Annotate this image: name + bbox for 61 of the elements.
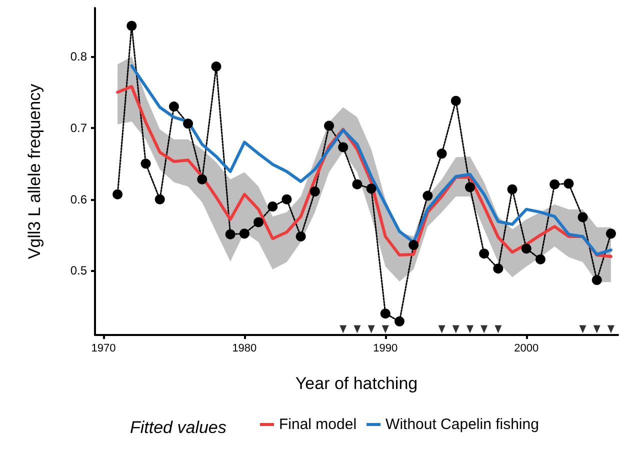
legend-label: Without Capelin fishing — [386, 416, 539, 433]
point — [450, 96, 461, 106]
point — [535, 254, 546, 264]
point — [606, 228, 616, 239]
point — [507, 184, 518, 194]
point — [112, 189, 123, 200]
legend-title: Fitted values — [130, 418, 227, 437]
point — [268, 201, 278, 212]
y-tick-label: 0.6 — [70, 192, 88, 206]
point — [452, 325, 460, 334]
legend-label: Final model — [279, 416, 357, 433]
point — [578, 212, 588, 222]
point — [324, 120, 334, 131]
point — [480, 325, 488, 334]
point — [282, 194, 292, 204]
point — [352, 179, 362, 190]
point — [493, 264, 504, 274]
point — [382, 325, 389, 334]
point — [466, 325, 474, 334]
point — [380, 308, 390, 319]
point — [464, 182, 475, 192]
point — [436, 148, 447, 159]
point — [239, 228, 250, 239]
point — [368, 325, 375, 334]
point — [183, 118, 194, 129]
point — [521, 244, 532, 254]
point — [494, 325, 502, 334]
y-tick-label: 0.5 — [70, 264, 88, 278]
point — [394, 316, 404, 326]
point — [338, 142, 348, 152]
point — [254, 217, 264, 228]
y-tick-label: 0.8 — [70, 50, 88, 64]
x-tick-label: 1970 — [91, 342, 116, 354]
point — [579, 325, 586, 334]
point — [197, 174, 208, 184]
x-tick-label: 1980 — [232, 342, 257, 354]
point — [550, 179, 560, 190]
x-axis-title: Year of hatching — [295, 374, 418, 393]
point — [154, 194, 165, 204]
point — [126, 20, 137, 31]
x-tick-label: 1990 — [373, 342, 398, 354]
point — [310, 186, 320, 196]
y-axis-title: Vgll3 L allele frequency — [25, 83, 44, 260]
point — [592, 275, 602, 286]
point — [479, 248, 490, 259]
point — [408, 240, 419, 250]
x-tick-label: 2000 — [514, 342, 539, 354]
point — [296, 231, 306, 242]
point — [366, 184, 376, 194]
point — [140, 158, 151, 169]
point — [225, 229, 236, 240]
point — [340, 325, 347, 334]
point — [422, 190, 433, 201]
y-tick-label: 0.7 — [70, 120, 88, 135]
point — [211, 62, 222, 72]
point — [168, 102, 179, 112]
point — [354, 325, 361, 334]
point — [564, 178, 574, 189]
point — [593, 325, 600, 334]
point — [438, 325, 446, 334]
point — [607, 325, 614, 334]
